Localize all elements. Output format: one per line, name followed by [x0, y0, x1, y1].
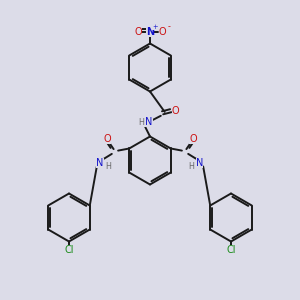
Text: O: O	[159, 27, 167, 37]
Text: H: H	[139, 118, 145, 127]
Text: -: -	[167, 22, 170, 32]
Text: N: N	[146, 117, 153, 128]
Text: Cl: Cl	[64, 245, 74, 255]
Text: H: H	[105, 162, 111, 171]
Text: Cl: Cl	[226, 245, 236, 255]
Text: +: +	[152, 24, 158, 30]
Text: N: N	[196, 158, 203, 168]
Text: N: N	[96, 158, 104, 168]
Text: H: H	[188, 162, 194, 171]
Text: O: O	[189, 134, 197, 144]
Text: O: O	[103, 134, 111, 144]
Text: O: O	[134, 27, 142, 37]
Text: O: O	[172, 106, 180, 116]
Text: N: N	[146, 27, 154, 37]
